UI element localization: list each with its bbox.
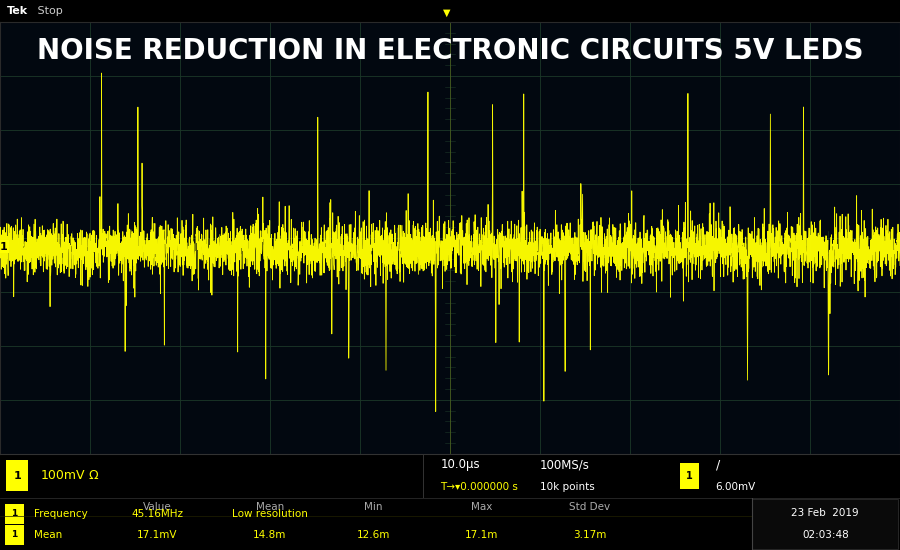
- Text: 6.00mV: 6.00mV: [716, 482, 756, 492]
- Text: 45.16MHz: 45.16MHz: [131, 509, 184, 519]
- FancyBboxPatch shape: [4, 504, 24, 524]
- Text: 14.8m: 14.8m: [253, 530, 287, 540]
- Text: 1: 1: [14, 471, 21, 481]
- Text: 100MS/s: 100MS/s: [540, 458, 590, 471]
- Text: 02:03:48: 02:03:48: [802, 530, 849, 540]
- Text: Std Dev: Std Dev: [569, 502, 610, 512]
- Text: 1: 1: [0, 241, 7, 251]
- Text: ▼: ▼: [443, 8, 450, 18]
- Text: 17.1mV: 17.1mV: [137, 530, 178, 540]
- Text: 1: 1: [12, 530, 17, 540]
- Text: 3.17m: 3.17m: [572, 530, 607, 540]
- Text: 100mV: 100mV: [40, 469, 85, 482]
- Text: 10k points: 10k points: [540, 482, 595, 492]
- Text: Low resolution: Low resolution: [232, 509, 308, 519]
- Text: Max: Max: [471, 502, 492, 512]
- Text: Ω: Ω: [88, 469, 98, 482]
- Text: /: /: [716, 458, 720, 471]
- Text: 1: 1: [686, 471, 693, 481]
- FancyBboxPatch shape: [6, 460, 28, 491]
- FancyBboxPatch shape: [4, 525, 24, 544]
- Text: Frequency: Frequency: [34, 509, 88, 519]
- Text: 12.6m: 12.6m: [356, 530, 391, 540]
- Text: T→▾0.000000 s: T→▾0.000000 s: [440, 482, 518, 492]
- Text: Mean: Mean: [34, 530, 62, 540]
- Text: NOISE REDUCTION IN ELECTRONIC CIRCUITS 5V LEDS: NOISE REDUCTION IN ELECTRONIC CIRCUITS 5…: [37, 37, 863, 65]
- Text: 17.1m: 17.1m: [464, 530, 499, 540]
- Text: Value: Value: [143, 502, 172, 512]
- Text: 10.0μs: 10.0μs: [441, 458, 481, 471]
- Text: Stop: Stop: [34, 6, 63, 16]
- Text: Mean: Mean: [256, 502, 284, 512]
- FancyBboxPatch shape: [752, 499, 898, 549]
- Text: 1: 1: [12, 509, 17, 519]
- Text: Tek: Tek: [7, 6, 28, 16]
- FancyBboxPatch shape: [680, 463, 699, 489]
- Text: 23 Feb  2019: 23 Feb 2019: [791, 508, 860, 519]
- Text: Min: Min: [364, 502, 382, 512]
